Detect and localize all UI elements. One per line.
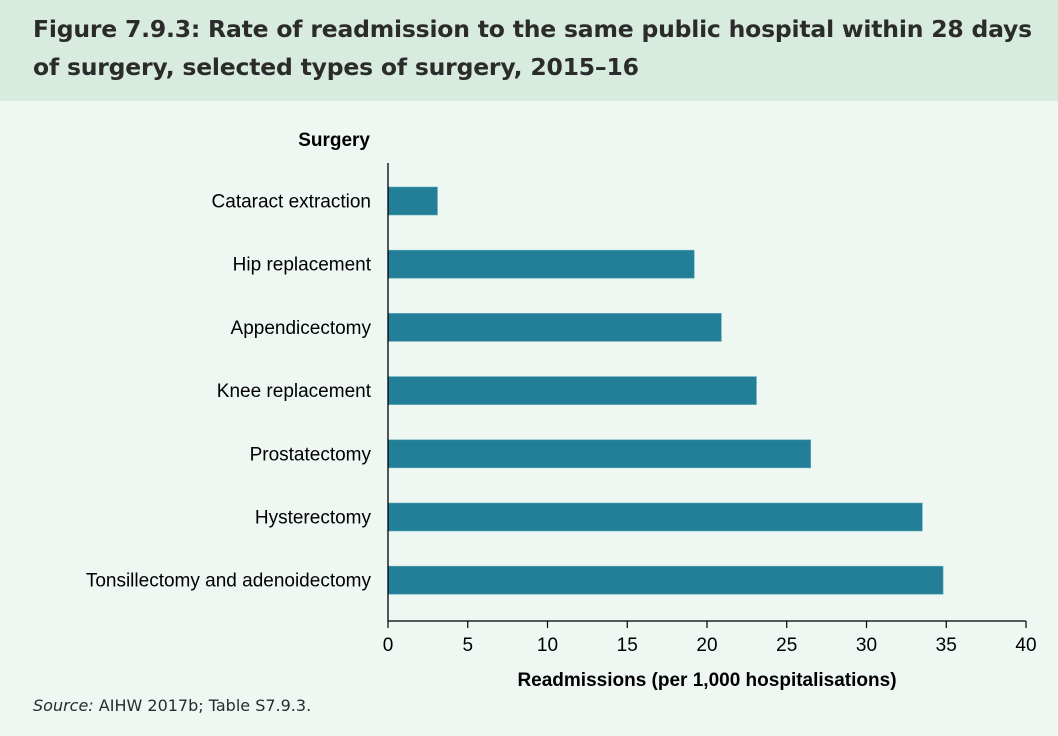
x-tick-label: 35 bbox=[936, 635, 957, 656]
x-tick-label: 30 bbox=[856, 635, 877, 656]
figure-header: Figure 7.9.3: Rate of readmission to the… bbox=[0, 0, 1058, 101]
bar bbox=[387, 376, 757, 405]
bar bbox=[387, 313, 722, 342]
category-label: Hysterectomy bbox=[255, 508, 372, 529]
bar bbox=[387, 565, 944, 595]
category-label: Tonsillectomy and adenoidectomy bbox=[86, 571, 372, 592]
figure-title: Figure 7.9.3: Rate of readmission to the… bbox=[33, 15, 1032, 81]
bar bbox=[387, 439, 811, 469]
x-tick-label: 25 bbox=[776, 635, 797, 656]
category-label: Prostatectomy bbox=[250, 444, 372, 465]
x-tick-label: 15 bbox=[617, 635, 638, 656]
x-tick-label: 5 bbox=[462, 635, 473, 656]
bar bbox=[387, 249, 695, 279]
x-tick-label: 40 bbox=[1015, 635, 1036, 656]
category-label: Knee replacement bbox=[217, 381, 372, 402]
bar-chart: Surgery Cataract extraction Hip replacemen… bbox=[86, 130, 1037, 691]
category-label: Appendicectomy bbox=[231, 318, 372, 339]
source-label: Source: bbox=[33, 696, 94, 715]
y-axis-title: Surgery bbox=[298, 130, 370, 151]
bar bbox=[387, 186, 438, 216]
bar bbox=[387, 502, 923, 532]
x-tick-label: 0 bbox=[383, 635, 394, 656]
source-text: AIHW 2017b; Table S7.9.3. bbox=[93, 696, 312, 715]
category-label: Cataract extraction bbox=[212, 192, 371, 213]
x-axis-title: Readmissions (per 1,000 hospitalisations… bbox=[517, 670, 896, 691]
source-note: Source: AIHW 2017b; Table S7.9.3. bbox=[33, 696, 311, 715]
category-label: Hip replacement bbox=[233, 255, 372, 276]
x-tick-label: 10 bbox=[537, 635, 558, 656]
x-tick-label: 20 bbox=[696, 635, 717, 656]
